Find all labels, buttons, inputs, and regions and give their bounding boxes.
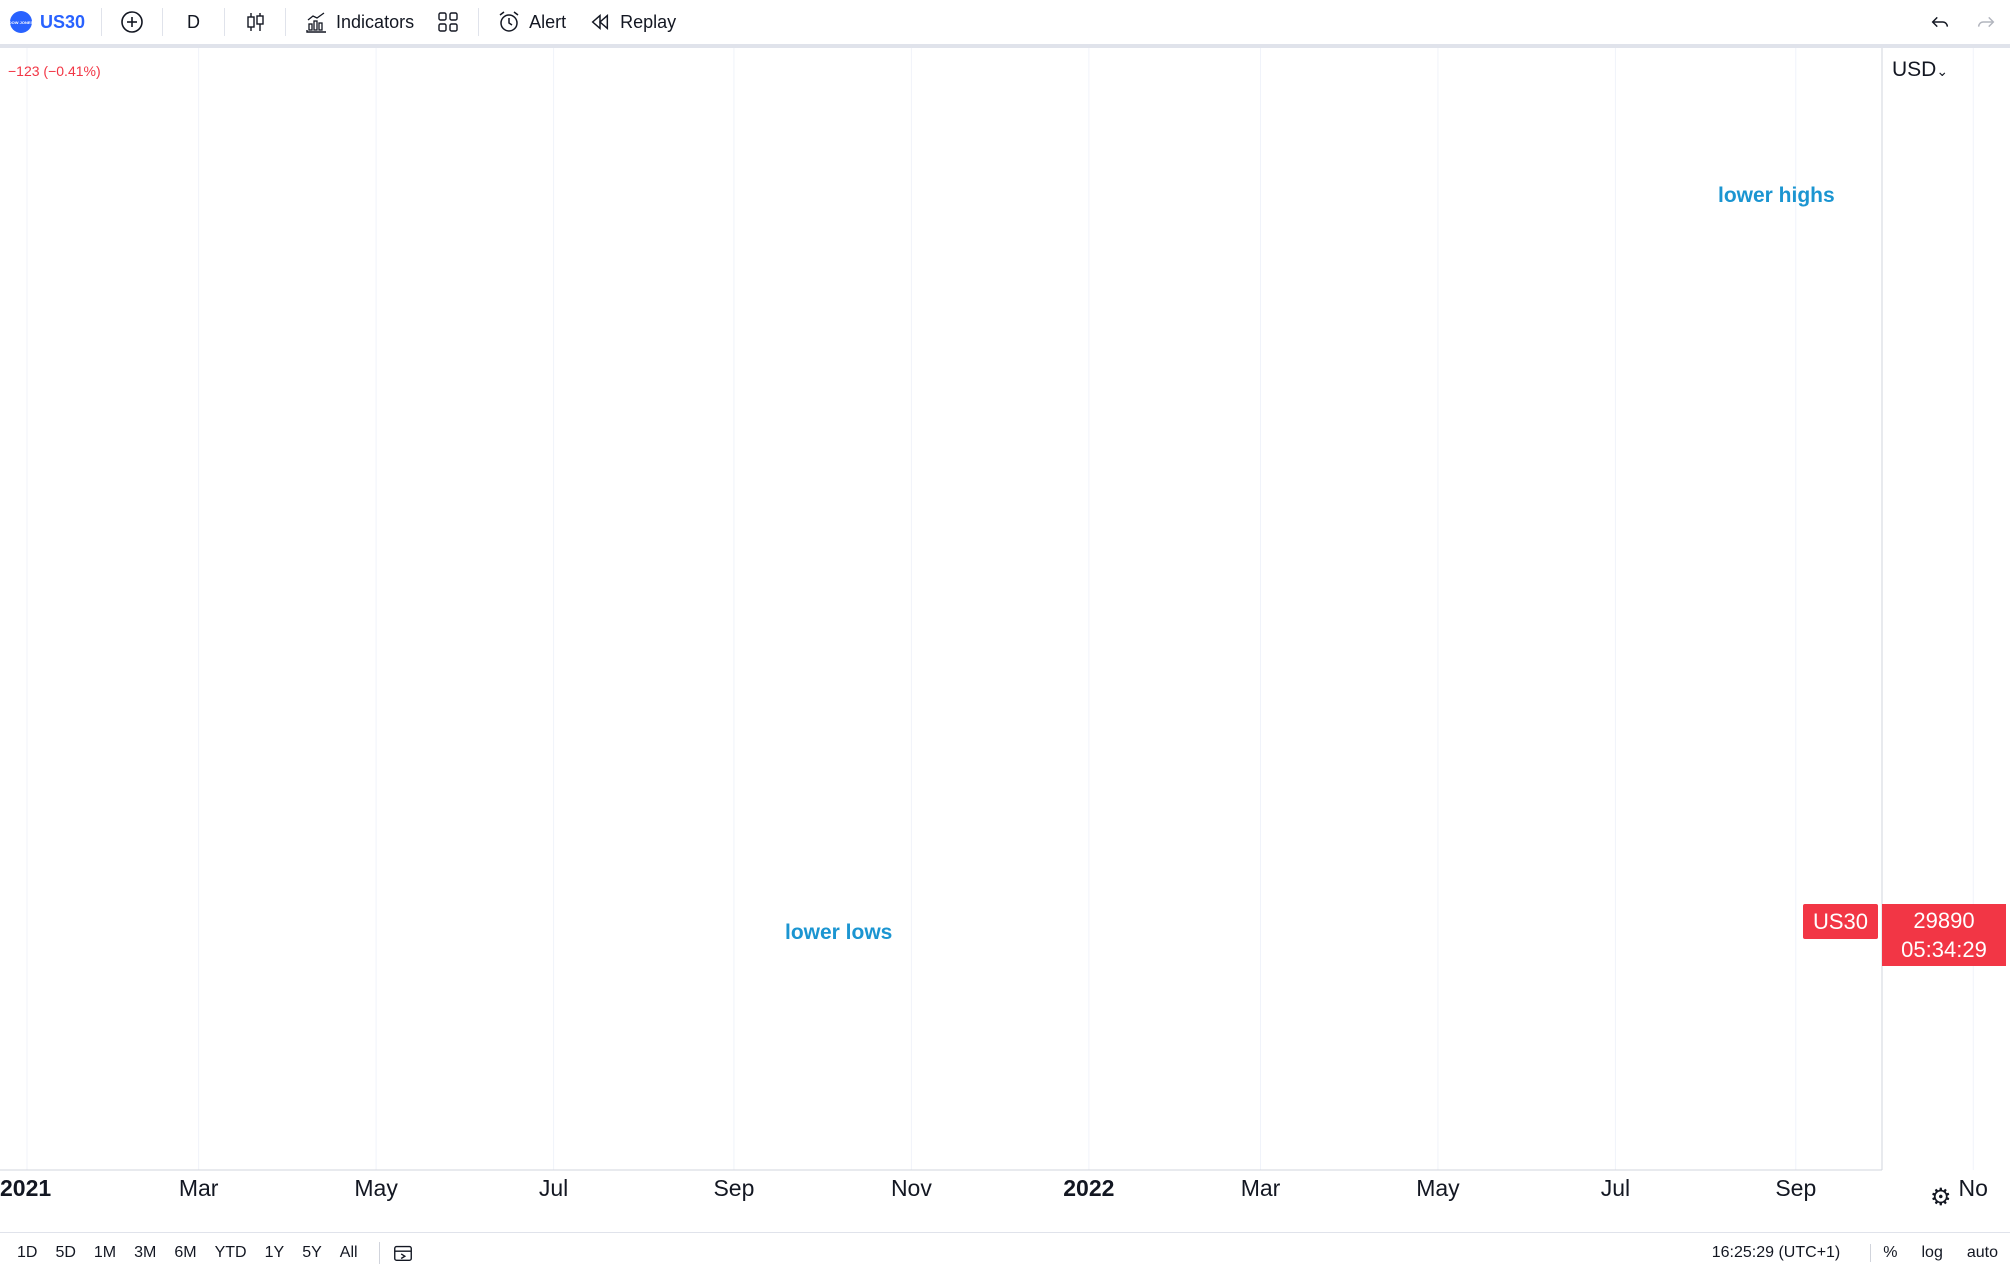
alert-label: Alert (529, 11, 567, 32)
percent-toggle[interactable]: % (1870, 1244, 1909, 1262)
alarm-clock-icon (495, 8, 523, 36)
time-tick-label: Jul (1601, 1175, 1630, 1201)
go-to-date-icon[interactable] (392, 1242, 414, 1264)
time-tick-label: Mar (179, 1175, 219, 1201)
range-3m[interactable]: 3M (134, 1244, 157, 1261)
bottom-toolbar: 1D 5D 1M 3M 6M YTD 1Y 5Y All 16:25:29 (U… (0, 1232, 2010, 1273)
chevron-down-icon: ⌄ (1936, 63, 1949, 79)
symbol-name: US30 (40, 11, 86, 32)
dow-jones-logo: DOW JONES (9, 11, 33, 33)
redo-icon[interactable] (1972, 8, 2000, 36)
toolbar-divider (162, 8, 164, 36)
range-all[interactable]: All (339, 1244, 358, 1261)
auto-toggle[interactable]: auto (1966, 1244, 1998, 1261)
plus-circle-icon (118, 8, 146, 36)
range-5y[interactable]: 5Y (302, 1244, 322, 1261)
range-1m[interactable]: 1M (93, 1244, 117, 1261)
undo-icon[interactable] (1926, 8, 1954, 36)
replay-button[interactable]: Replay (576, 0, 686, 44)
clock-time[interactable]: 16:25:29 (UTC+1) (1711, 1244, 1841, 1261)
bar-countdown: 05:34:29 (1901, 937, 1987, 962)
range-1d[interactable]: 1D (17, 1244, 38, 1261)
log-toggle[interactable]: log (1921, 1244, 1943, 1261)
time-tick-label: Sep (1775, 1175, 1816, 1201)
price-change: −123 (−0.41%) (8, 63, 101, 79)
candles-icon (241, 8, 269, 36)
compare-button[interactable] (108, 0, 156, 44)
symbol-search[interactable]: DOW JONES US30 (0, 0, 95, 44)
time-tick-label: Jul (539, 1175, 568, 1201)
time-tick-label: Sep (713, 1175, 754, 1201)
axes: 3700036000350003400033000320003100030000… (0, 48, 1988, 1201)
range-1y[interactable]: 1Y (264, 1244, 285, 1261)
last-price: 29890 (1913, 908, 1975, 933)
grid-layout-icon (434, 8, 462, 36)
time-tick-label: May (1416, 1175, 1460, 1201)
replay-label: Replay (620, 11, 677, 32)
indicators-icon (302, 8, 330, 36)
range-5d[interactable]: 5D (55, 1244, 76, 1261)
last-price-box: 29890 05:34:29 (1882, 904, 2006, 966)
toolbar-divider (285, 8, 287, 36)
alert-button[interactable]: Alert (485, 0, 576, 44)
toolbar-divider (101, 8, 103, 36)
indicators-label: Indicators (336, 11, 415, 32)
rewind-icon (586, 8, 614, 36)
time-tick-label: Nov (891, 1175, 932, 1201)
annotation-lower-lows: lower lows (785, 921, 893, 944)
grid (26, 48, 1974, 1170)
history-controls (1908, 0, 2000, 44)
symbol-price-tag: US30 (1803, 904, 1878, 939)
indicators-button[interactable]: Indicators (292, 0, 424, 44)
bottom-divider (378, 1242, 380, 1264)
toolbar-divider (478, 8, 480, 36)
layouts-button[interactable] (424, 0, 472, 44)
toolbar-divider (224, 8, 226, 36)
price-chart[interactable]: 3700036000350003400033000320003100030000… (0, 48, 2010, 1232)
top-toolbar: DOW JONES US30 D Indicators Alert (0, 0, 2010, 48)
settings-gear-icon[interactable]: ⚙ (1930, 1184, 1952, 1211)
range-ytd[interactable]: YTD (214, 1244, 247, 1261)
annotation-lower-highs: lower highs (1718, 184, 1835, 207)
time-tick-label: May (354, 1175, 398, 1201)
time-tick-label: No (1959, 1175, 1988, 1201)
bottom-right-controls: 16:25:29 (UTC+1) % log auto (1712, 1233, 2010, 1273)
currency-selector[interactable]: USD⌄ (1892, 58, 1948, 82)
range-6m[interactable]: 6M (174, 1244, 197, 1261)
interval-button[interactable]: D (169, 0, 218, 44)
interval-label: D (187, 11, 201, 32)
time-tick-label: Mar (1241, 1175, 1281, 1201)
time-tick-label: 2021 (0, 1175, 51, 1201)
currency-label: USD (1892, 58, 1937, 81)
time-tick-label: 2022 (1063, 1175, 1114, 1201)
chart-type-button[interactable] (231, 0, 279, 44)
